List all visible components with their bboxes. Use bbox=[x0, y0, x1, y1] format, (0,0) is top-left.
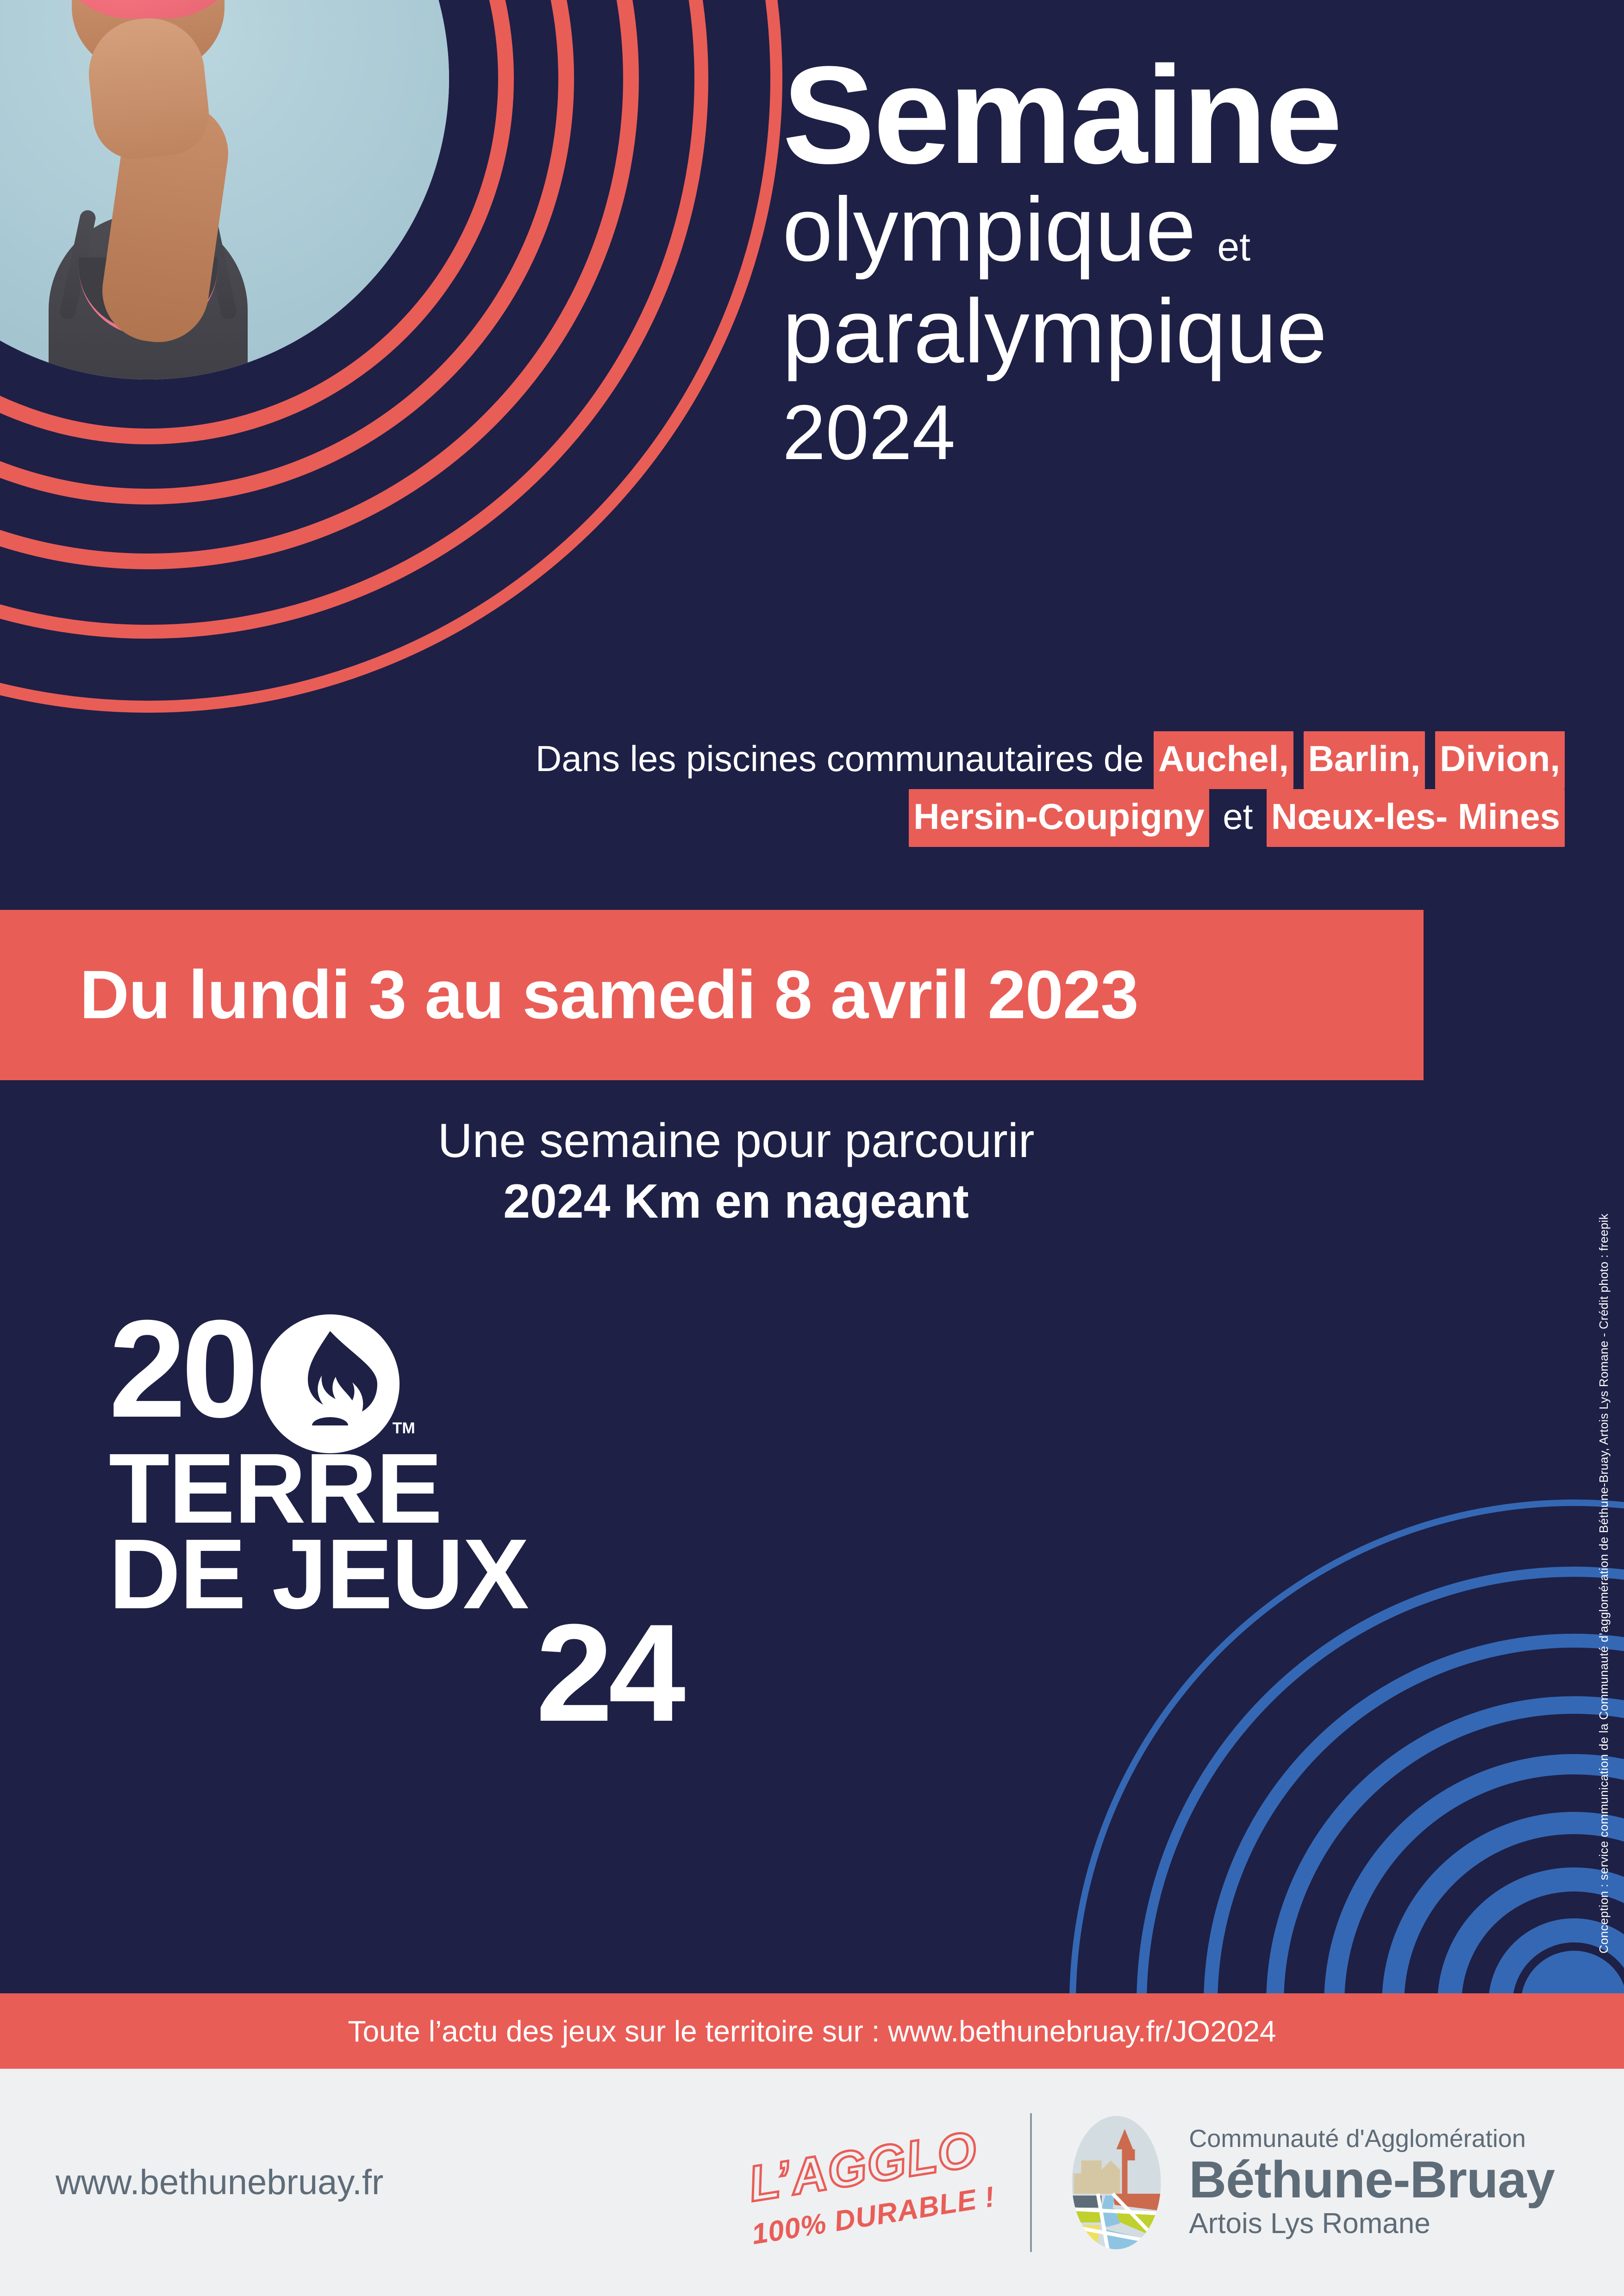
terre-de-jeux-logo: 20 TM TERRE DE JEUX 24 bbox=[109, 1291, 692, 1750]
swimmer-photo bbox=[0, 0, 449, 380]
city-barlin: Barlin, bbox=[1303, 731, 1425, 789]
tdj-de-jeux: DE JEUX bbox=[109, 1518, 529, 1630]
actu-bar-text[interactable]: Toute l’actu des jeux sur le territoire … bbox=[348, 2014, 1276, 2048]
city-auchel: Auchel, bbox=[1154, 731, 1293, 789]
tdj-20: 20 bbox=[109, 1291, 259, 1446]
pools-lead: Dans les piscines communautaires de bbox=[535, 738, 1144, 779]
tdj-top-row: 20 TM bbox=[109, 1291, 692, 1453]
logo-line-1: Communauté d'Agglomération bbox=[1189, 2124, 1526, 2153]
tdj-24: 24 bbox=[536, 1594, 686, 1750]
footer-logos: L’AGGLO 100% DURABLE ! bbox=[743, 2109, 1624, 2257]
title-block: Semaine olympique et paralympique 2024 bbox=[782, 37, 1569, 483]
pools-line: Dans les piscines communautaires de Auch… bbox=[93, 731, 1565, 847]
footer-divider bbox=[1030, 2113, 1032, 2252]
city-hersin-coupigny: Hersin-Coupigny bbox=[909, 789, 1209, 847]
city-noeux-les-mines: Nœux-les- Mines bbox=[1266, 789, 1565, 847]
title-line-olympique: olympique bbox=[782, 179, 1196, 280]
date-banner-text: Du lundi 3 au samedi 8 avril 2023 bbox=[80, 957, 1139, 1033]
title-line-olympique-row: olympique et bbox=[782, 179, 1569, 280]
title-line-semaine: Semaine bbox=[782, 37, 1343, 193]
pools-conjunction: et bbox=[1223, 796, 1253, 837]
logo-line-3: Artois Lys Romane bbox=[1189, 2207, 1430, 2240]
footer: www.bethunebruay.fr L’AGGLO 100% DURABLE… bbox=[0, 2069, 1624, 2296]
title-year: 2024 bbox=[782, 389, 956, 476]
km-line-2: 2024 Km en nageant bbox=[503, 1175, 969, 1229]
title-conjunction: et bbox=[1217, 225, 1251, 269]
logo-line-2: Béthune-Bruay bbox=[1189, 2151, 1555, 2209]
paris2024-flame-icon: TM bbox=[260, 1314, 415, 1453]
km-line-1: Une semaine pour parcourir bbox=[437, 1114, 1035, 1168]
tdj-trademark: TM bbox=[392, 1419, 415, 1437]
bethune-bruay-emblem-icon bbox=[1060, 2109, 1173, 2257]
bethune-bruay-wordmark: Communauté d'Agglomération Béthune-Bruay… bbox=[1189, 2125, 1555, 2240]
city-divion: Divion, bbox=[1435, 731, 1565, 789]
agglo-durable-logo: L’AGGLO 100% DURABLE ! bbox=[743, 2113, 1002, 2252]
credit-text: Conception : service communication de la… bbox=[1597, 1213, 1611, 1954]
actu-bar: Toute l’actu des jeux sur le territoire … bbox=[0, 1993, 1624, 2069]
date-banner: Du lundi 3 au samedi 8 avril 2023 bbox=[0, 910, 1424, 1080]
km-block: Une semaine pour parcourir 2024 Km en na… bbox=[0, 1111, 1472, 1232]
bethune-bruay-logo: Communauté d'Agglomération Béthune-Bruay… bbox=[1060, 2109, 1555, 2257]
title-line-paralympique: paralympique bbox=[782, 280, 1327, 382]
tdj-terre: TERRE bbox=[109, 1432, 443, 1544]
footer-url[interactable]: www.bethunebruay.fr bbox=[56, 2163, 384, 2202]
